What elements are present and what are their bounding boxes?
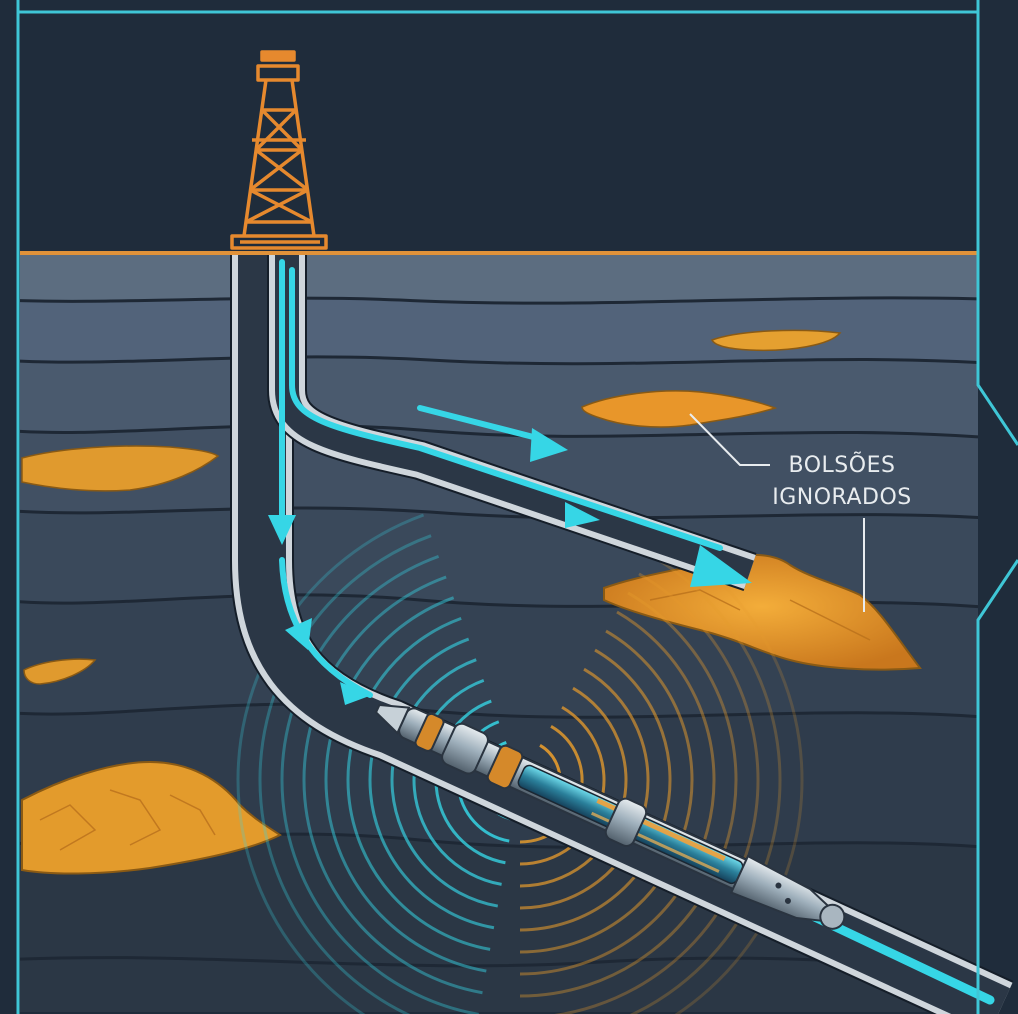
annotation-label-line1: BOLSÕES (789, 451, 896, 478)
oil-pocket (581, 390, 778, 428)
sonic-wave-arc (434, 699, 506, 865)
tool-collar (604, 797, 648, 847)
sonic-wave-arc (553, 572, 760, 1014)
flow-line-detached (417, 405, 548, 443)
well-bore (230, 255, 1014, 1014)
sonic-wave-arc (236, 513, 425, 1014)
logging-tool (374, 703, 846, 930)
annotation-bolsoes-ignorados: BOLSÕES IGNORADOS (689, 413, 911, 612)
sonic-wave-arc (519, 629, 694, 954)
sonic-wave-arc (302, 575, 483, 995)
tool-collar (486, 744, 524, 790)
sonic-wave-arc (519, 591, 738, 998)
arrow-head-icon (268, 515, 296, 545)
ground-surface-line (20, 251, 978, 255)
tool-nose (374, 703, 411, 735)
sonic-wave-arc (629, 553, 782, 1014)
oil-rig-icon (230, 50, 328, 250)
flow-line-lateral (289, 267, 723, 551)
sonic-wave-arc (412, 678, 502, 886)
sonic-wave-arc (660, 534, 804, 1014)
sonic-wave-arc (324, 596, 487, 973)
annotation-leader-line (689, 413, 770, 466)
sonic-wave-arc (346, 616, 491, 951)
arrow-head-icon (530, 428, 568, 462)
sonic-wave-rings (236, 513, 804, 1014)
oil-pocket (710, 329, 842, 352)
sonic-wave-arc (519, 648, 672, 932)
oil-pocket (23, 658, 97, 685)
sonic-wave-arc (390, 658, 499, 908)
annotation-label-line2: IGNORADOS (772, 485, 911, 510)
sonic-wave-arc (368, 637, 495, 930)
arrow-head-icon (690, 545, 752, 587)
sonic-wave-arc (258, 534, 432, 1014)
tool-collar (441, 722, 489, 775)
sonic-wave-arc (519, 610, 716, 976)
arrow-head-icon (565, 502, 600, 528)
arrow-head-icon (340, 682, 372, 705)
frame-border (16, 0, 1018, 1014)
arrow-head-icon (285, 618, 312, 650)
oil-pocket (21, 445, 220, 492)
tool-collar (414, 712, 445, 752)
sonic-wave-arc (280, 554, 479, 1014)
